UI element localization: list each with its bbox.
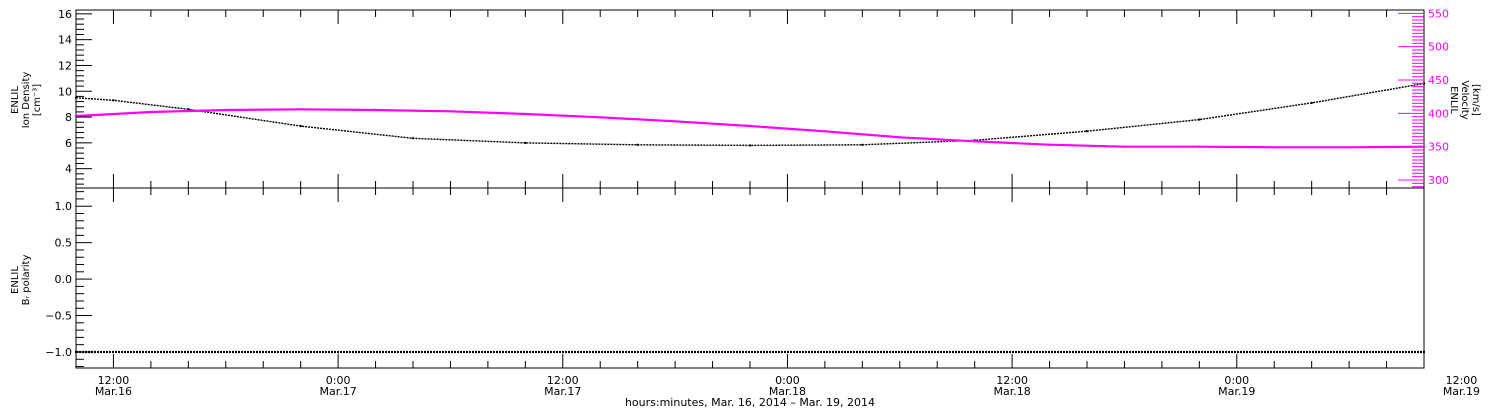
polarity-axis-title-line: Bᵣ polarity (21, 255, 32, 306)
polarity-tick-label: −1.0 (45, 346, 72, 359)
velocity-point (449, 110, 452, 113)
density-tick-label: 4 (65, 163, 72, 176)
velocity-tick-label: 450 (1428, 74, 1449, 87)
x-tick-time-label: 0:00 (1224, 374, 1249, 387)
velocity-point (973, 140, 976, 143)
ion-density-point (1085, 130, 1089, 133)
velocity-point (1347, 146, 1351, 149)
ion-density-point (1310, 101, 1313, 105)
polarity-axis-title-line: ENLIL (10, 266, 21, 294)
polarity-tick-label: 0.5 (55, 237, 73, 250)
velocity-point (149, 110, 153, 114)
density-tick-label: 12 (58, 59, 72, 72)
ion-density-line (75, 82, 1425, 147)
x-tick-date-label: Mar.16 (95, 385, 132, 398)
polarity-tick-label: 1.0 (55, 200, 73, 213)
x-tick-time-label: 0:00 (775, 374, 800, 387)
x-tick-time-label: 0:00 (326, 374, 351, 387)
density-axis-title-line: [cm⁻³] (32, 84, 43, 116)
ion-density-point (74, 96, 78, 99)
x-tick-date-label: Mar.19 (1218, 385, 1255, 398)
velocity-tick-label: 400 (1428, 107, 1449, 120)
velocity-point (224, 108, 227, 112)
x-tick-date-label: Mar.18 (993, 385, 1030, 398)
velocity-point (673, 120, 677, 123)
x-tick-date-label: Mar.18 (769, 385, 806, 398)
velocity-tick-label: 500 (1428, 41, 1449, 54)
ion-density-point (1198, 118, 1201, 121)
density-axis-title-line: Ion Density (21, 72, 32, 129)
x-tick-time-label: 12:00 (996, 374, 1028, 387)
polarity-tick-label: 0.0 (55, 273, 73, 286)
x-tick-date-label: Mar.17 (544, 385, 581, 398)
velocity-point (898, 136, 901, 139)
ion-density-point (299, 124, 302, 128)
ion-density-point (112, 99, 115, 102)
ion-density-point (411, 137, 415, 140)
velocity-point (299, 108, 302, 111)
velocity-axis-title-line: Velocity (1459, 80, 1470, 119)
velocity-point (823, 130, 827, 133)
density-tick-label: 14 (58, 34, 72, 47)
x-tick-time-label: 12:00 (547, 374, 579, 387)
polarity-point (1422, 350, 1426, 354)
velocity-point (524, 112, 527, 116)
velocity-point (599, 116, 602, 119)
velocity-point (1198, 145, 1201, 148)
bottom-panel-frame (75, 187, 1425, 369)
density-tick-label: 10 (58, 85, 72, 98)
density-tick-label: 8 (65, 111, 72, 124)
velocity-axis-title-line: ENLIL (1448, 86, 1459, 114)
x-axis-title: hours:minutes, Mar. 16, 2014 – Mar. 19, … (625, 396, 875, 409)
density-axis-title: ENLIL Ion Density [cm⁻³] (10, 72, 43, 129)
ion-density-point (524, 141, 527, 145)
velocity-axis-title: ENLIL Velocity [km/s] (1448, 80, 1481, 119)
x-tick-time-label: 12:00 (1446, 374, 1478, 387)
density-tick-label: 16 (58, 8, 72, 21)
density-tick-label: 6 (65, 137, 72, 150)
density-axis-title-line: ENLIL (10, 86, 21, 114)
velocity-tick-label: 350 (1428, 141, 1449, 154)
velocity-point (1123, 145, 1126, 148)
x-tick-date-label: Mar.17 (319, 385, 356, 398)
x-tick-time-label: 12:00 (98, 374, 130, 387)
velocity-point (1273, 146, 1276, 149)
velocity-axis-title-line: [km/s] (1470, 84, 1481, 116)
top-panel-frame (75, 9, 1425, 189)
velocity-tick-label: 300 (1428, 174, 1449, 187)
x-tick-date-label: Mar.19 (1443, 385, 1480, 398)
velocity-tick-label: 550 (1428, 7, 1449, 20)
ion-density-point (748, 144, 752, 147)
velocity-line (75, 108, 1425, 149)
polarity-axis-title: ENLIL Bᵣ polarity (10, 255, 32, 306)
ion-density-point (861, 143, 864, 146)
velocity-point (374, 108, 377, 112)
velocity-point (1048, 143, 1051, 146)
polarity-tick-label: −0.5 (45, 310, 72, 323)
ion-density-point (636, 143, 639, 146)
velocity-point (748, 124, 752, 128)
